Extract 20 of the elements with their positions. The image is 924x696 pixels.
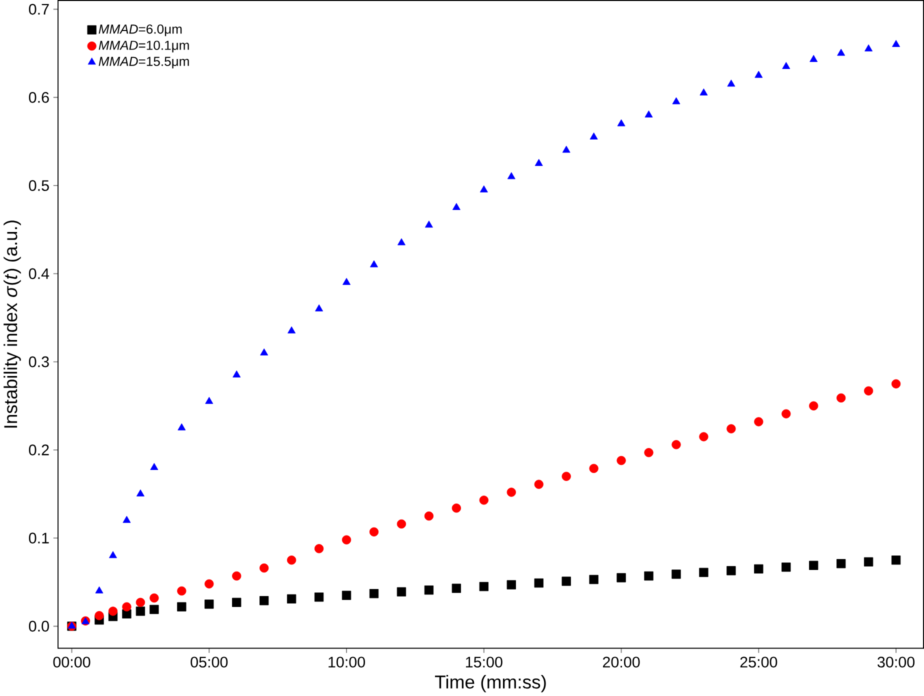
x-tick-label: 00:00 — [53, 656, 90, 668]
x-tick-label: 25:00 — [740, 656, 778, 668]
x-tick-label: 05:00 — [190, 656, 228, 668]
x-tick-label: 20:00 — [602, 656, 640, 668]
y-tick-label: 0.4 — [28, 268, 50, 280]
y-tick-label: 0.1 — [28, 532, 49, 544]
y-tick-label: 0.3 — [28, 356, 49, 368]
x-tick-label: 10:00 — [328, 656, 366, 668]
legend-label: MMAD=10.1μm — [98, 40, 189, 52]
y-tick-label: 0.6 — [28, 92, 49, 103]
y-axis-title: Instability index σ(t) (a.u.) — [4, 220, 21, 428]
x-tick-label: 30:00 — [878, 656, 915, 668]
y-tick-label: 0.0 — [28, 620, 49, 632]
x-axis-title: Time (mm:ss) — [434, 675, 546, 692]
x-tick-label: 15:00 — [466, 656, 502, 668]
y-tick-label: 0.7 — [28, 4, 49, 15]
y-tick-label: 0.5 — [28, 180, 49, 192]
legend-label: MMAD=6.0μm — [98, 24, 182, 36]
legend-label: MMAD=15.5μm — [98, 56, 189, 68]
y-tick-label: 0.2 — [28, 444, 49, 456]
